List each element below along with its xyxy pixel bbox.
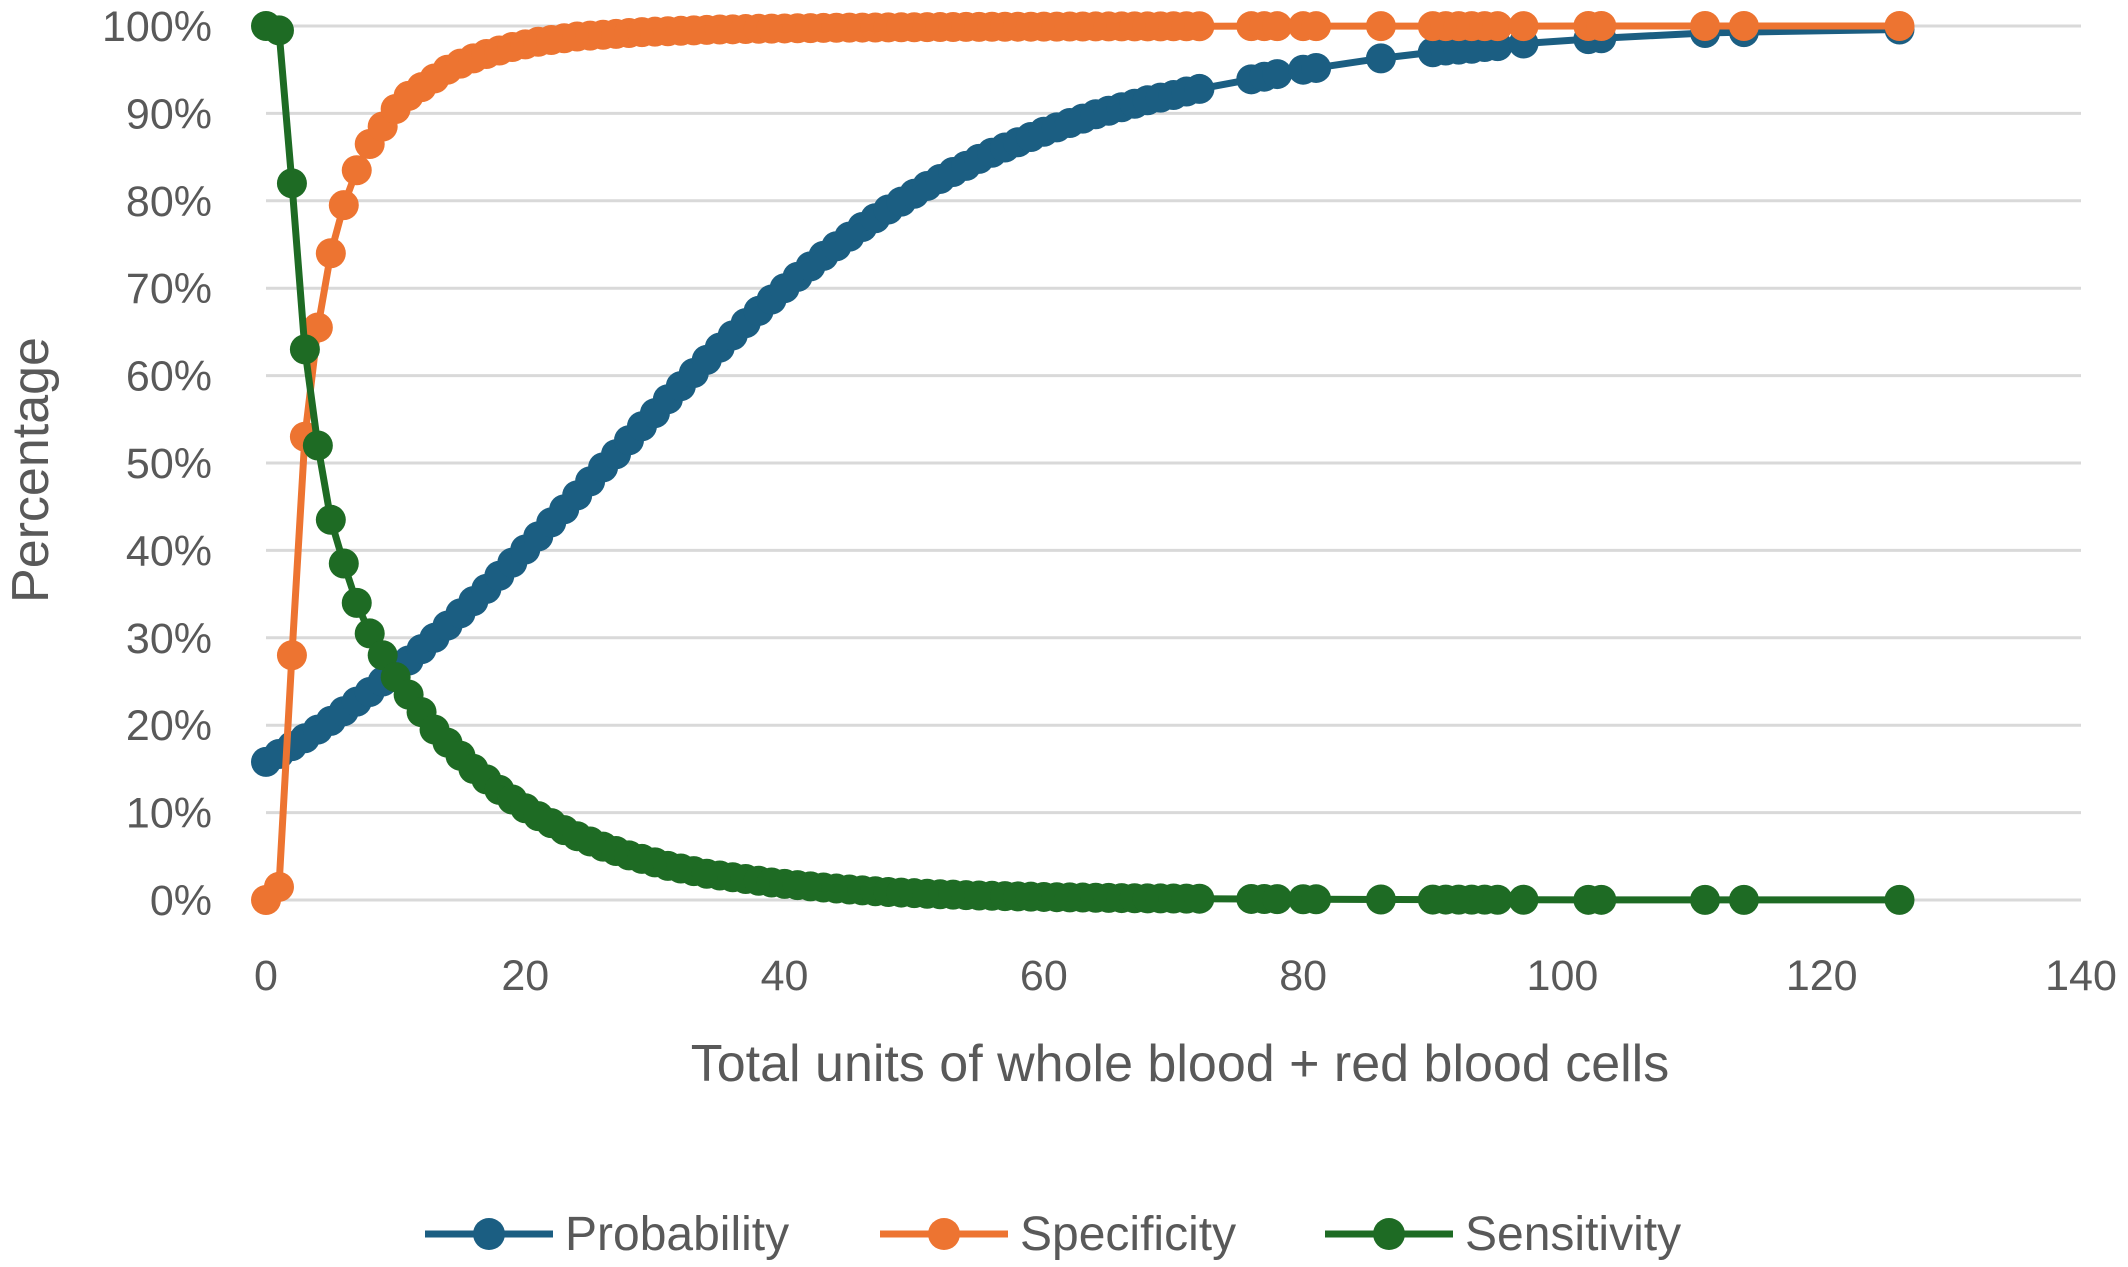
data-point: [354, 618, 385, 649]
legend-swatch-marker: [1373, 1218, 1405, 1250]
data-point: [1690, 884, 1721, 915]
data-point: [341, 587, 372, 618]
data-point: [276, 640, 307, 671]
x-tick-label: 80: [1279, 952, 1327, 1000]
x-tick-label: 60: [1020, 952, 1068, 1000]
x-tick-label: 0: [254, 952, 278, 1000]
y-axis-ticks: 0% 10% 20% 30% 40% 50% 60% 70% 80% 90% 100%: [102, 3, 212, 925]
y-tick-label: 100%: [102, 3, 212, 51]
y-tick-label: 70%: [126, 265, 212, 313]
data-point: [1301, 11, 1332, 42]
x-tick-label: 100: [1527, 952, 1599, 1000]
x-tick-label: 120: [1786, 952, 1858, 1000]
data-point: [1482, 884, 1513, 915]
x-tick-label: 40: [761, 952, 809, 1000]
data-point: [1728, 884, 1759, 915]
data-point: [1690, 11, 1721, 41]
y-tick-label: 0%: [150, 877, 212, 925]
data-point: [328, 190, 359, 221]
data-point: [1262, 59, 1293, 90]
series-layer: [251, 11, 1915, 915]
data-point: [263, 15, 294, 46]
data-point: [1262, 11, 1293, 42]
data-point: [367, 640, 398, 671]
data-point: [302, 430, 333, 461]
x-tick-label: 140: [2045, 952, 2117, 1000]
y-tick-label: 30%: [126, 615, 212, 663]
data-point: [1728, 11, 1759, 41]
legend-swatch-marker: [928, 1218, 960, 1250]
legend-label: Sensitivity: [1465, 1208, 1681, 1261]
data-point: [315, 504, 346, 535]
data-point: [289, 334, 320, 365]
x-tick-label: 20: [501, 952, 549, 1000]
data-point: [1884, 884, 1915, 915]
y-tick-label: 40%: [126, 527, 212, 575]
data-point: [302, 312, 333, 343]
data-point: [341, 155, 372, 186]
y-tick-label: 60%: [126, 353, 212, 401]
data-point: [1301, 884, 1332, 915]
legend: Probability Specificity Sensitivity: [425, 1208, 1681, 1261]
x-axis-title: Total units of whole blood + red blood c…: [691, 1035, 1670, 1093]
data-point: [1586, 884, 1617, 915]
data-point: [1884, 11, 1915, 41]
data-point: [1586, 11, 1617, 41]
data-point: [1365, 11, 1396, 42]
y-tick-label: 90%: [126, 90, 212, 138]
y-tick-label: 50%: [126, 440, 212, 488]
gridlines: [266, 24, 2081, 902]
y-axis-title: Percentage: [2, 337, 60, 603]
series-specificity: [251, 11, 1915, 915]
data-point: [276, 168, 307, 199]
data-point: [1508, 11, 1539, 42]
data-point: [328, 548, 359, 579]
series-sensitivity: [251, 11, 1915, 915]
data-point: [263, 871, 294, 902]
legend-label: Specificity: [1020, 1208, 1236, 1261]
y-tick-label: 20%: [126, 702, 212, 750]
legend-label: Probability: [565, 1208, 789, 1261]
data-point: [1301, 52, 1332, 83]
x-axis-ticks: 0 20 40 60 80 100 120 140: [254, 952, 2117, 1000]
data-point: [1262, 884, 1293, 915]
data-point: [1482, 11, 1513, 42]
legend-swatch-marker: [473, 1218, 505, 1250]
legend-item-specificity: Specificity: [880, 1208, 1236, 1261]
y-tick-label: 10%: [126, 790, 212, 838]
series-probability: [251, 14, 1915, 777]
data-point: [1365, 884, 1396, 915]
data-point: [1365, 43, 1396, 74]
data-point: [1184, 11, 1215, 42]
data-point: [1508, 884, 1539, 915]
legend-item-probability: Probability: [425, 1208, 789, 1261]
data-point: [1184, 73, 1215, 104]
legend-item-sensitivity: Sensitivity: [1325, 1208, 1681, 1261]
series-line: [264, 25, 1900, 765]
y-tick-label: 80%: [126, 178, 212, 226]
data-point: [315, 238, 346, 269]
data-point: [1184, 883, 1215, 914]
